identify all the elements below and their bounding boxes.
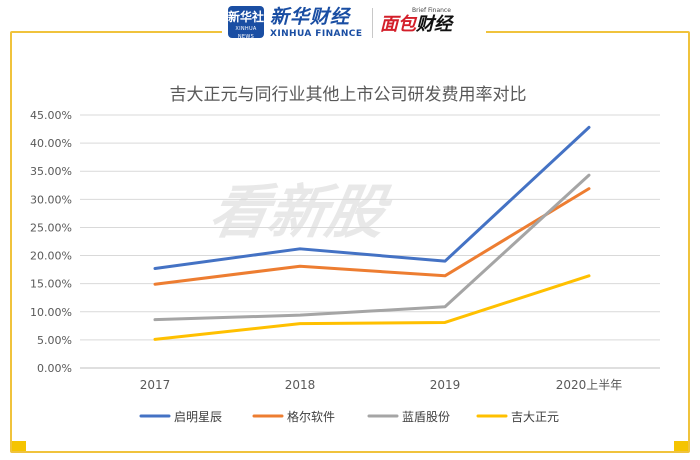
xinhua-badge-cn: 新华社: [228, 10, 265, 24]
brief-finance-logo-cn: 面包财经: [380, 13, 452, 37]
series-lines: [153, 125, 591, 341]
brief-finance-logo-en: Brief Finance: [412, 7, 451, 14]
y-tick-label: 35.00%: [30, 165, 72, 178]
legend: 启明星辰 格尔软件 蓝盾股份 吉大正元: [139, 409, 559, 424]
x-tick-label: 2018: [285, 378, 316, 392]
xinhua-badge-en: XINHUA NEWS: [235, 26, 257, 40]
series-line-2: [153, 187, 591, 286]
x-tick-label: 2017: [140, 378, 171, 392]
y-tick-label: 15.00%: [30, 278, 72, 291]
chart-frame: [10, 31, 690, 453]
y-tick-label: 10.00%: [30, 306, 72, 319]
x-axis-ticks: 2017 2018 2019 2020上半年: [140, 378, 623, 392]
header-band: [222, 6, 486, 40]
brief-finance-logo-red: 面包: [380, 14, 416, 35]
y-tick-label: 20.00%: [30, 250, 72, 263]
y-tick-label: 25.00%: [30, 221, 72, 234]
series-line-3: [153, 173, 591, 322]
x-tick-label: 2020上半年: [556, 378, 623, 392]
frame-corner-accent-left: [12, 441, 26, 451]
y-axis-ticks: 0.00% 5.00% 10.00% 15.00% 20.00% 25.00% 30.00%…: [30, 109, 72, 375]
frame-corner-accent-right: [674, 441, 688, 451]
legend-label: 启明星辰: [174, 410, 222, 424]
series-line-4: [153, 274, 591, 341]
y-tick-label: 45.00%: [30, 109, 72, 122]
xinhua-finance-logo-cn: 新华财经: [270, 6, 351, 28]
y-tick-label: 40.00%: [30, 137, 72, 150]
y-tick-label: 30.00%: [30, 193, 72, 206]
y-tick-label: 5.00%: [37, 334, 72, 347]
x-tick-label: 2019: [430, 378, 461, 392]
header-logos: 新华社 XINHUA NEWS 新华财经 XINHUA FINANCE Brie…: [0, 0, 700, 40]
chart-title: 吉大正元与同行业其他上市公司研发费用率对比: [170, 85, 527, 105]
y-tick-label: 0.00%: [37, 362, 72, 375]
xinhua-news-logo: 新华社 XINHUA NEWS: [228, 6, 265, 40]
series-line-1: [153, 125, 591, 270]
logo-separator: [372, 8, 373, 38]
watermark-text: 看新股: [205, 178, 397, 245]
legend-label: 吉大正元: [511, 410, 559, 424]
legend-label: 格尔软件: [287, 409, 335, 424]
legend-label: 蓝盾股份: [402, 410, 450, 424]
xinhua-finance-logo-en: XINHUA FINANCE: [270, 29, 363, 39]
brief-finance-logo-black: 财经: [416, 14, 452, 35]
